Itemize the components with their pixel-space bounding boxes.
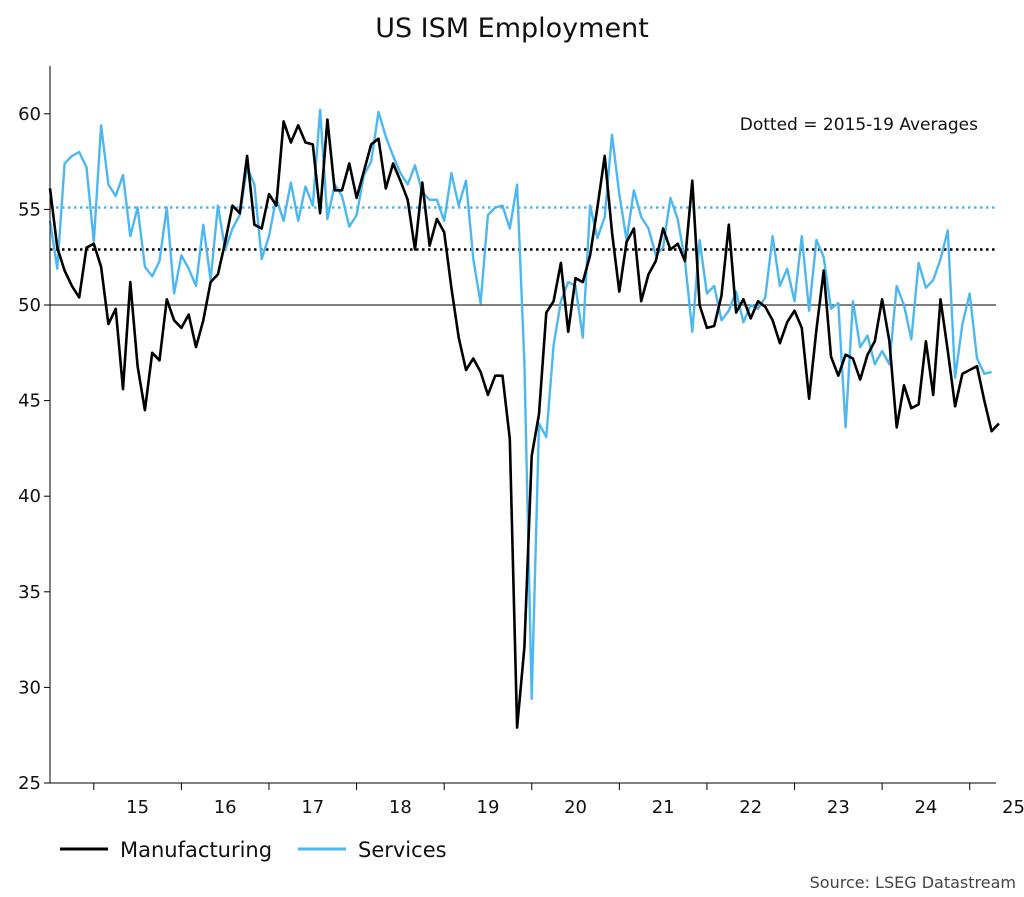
y-tick-label-40: 40 — [18, 486, 41, 507]
x-axis: 15 16 17 18 19 20 21 22 23 24 25 — [50, 782, 1024, 818]
y-tick-label-60: 60 — [18, 104, 41, 125]
x-tick-label-17: 17 — [301, 797, 324, 818]
legend: Manufacturing Services — [60, 838, 447, 862]
chart-title: US ISM Employment — [375, 13, 649, 44]
x-tick-label-16: 16 — [214, 797, 237, 818]
x-tick-label-20: 20 — [564, 797, 587, 818]
manufacturing-series-line — [48, 118, 1000, 729]
x-tick-label-19: 19 — [477, 797, 500, 818]
source-note: Source: LSEG Datastream — [810, 873, 1016, 892]
x-tick-label-18: 18 — [389, 797, 412, 818]
y-tick-label-55: 55 — [18, 199, 41, 220]
x-tick-label-22: 22 — [739, 797, 762, 818]
legend-manufacturing-label: Manufacturing — [120, 838, 272, 862]
legend-services-label: Services — [358, 838, 447, 862]
services-series-line — [48, 108, 992, 701]
x-tick-label-15: 15 — [126, 797, 149, 818]
chart-annotation: Dotted = 2015-19 Averages — [740, 115, 978, 135]
x-tick-label-24: 24 — [914, 797, 937, 818]
y-tick-label-35: 35 — [18, 582, 41, 603]
y-tick-label-50: 50 — [18, 295, 41, 316]
plot-area — [48, 108, 1000, 729]
y-tick-label-45: 45 — [18, 391, 41, 412]
x-tick-label-23: 23 — [827, 797, 850, 818]
y-tick-label-25: 25 — [18, 773, 41, 794]
y-tick-label-30: 30 — [18, 677, 41, 698]
x-tick-label-21: 21 — [652, 797, 675, 818]
y-axis: 25 30 35 40 45 50 55 60 — [18, 66, 51, 794]
x-tick-label-25: 25 — [1002, 797, 1024, 818]
